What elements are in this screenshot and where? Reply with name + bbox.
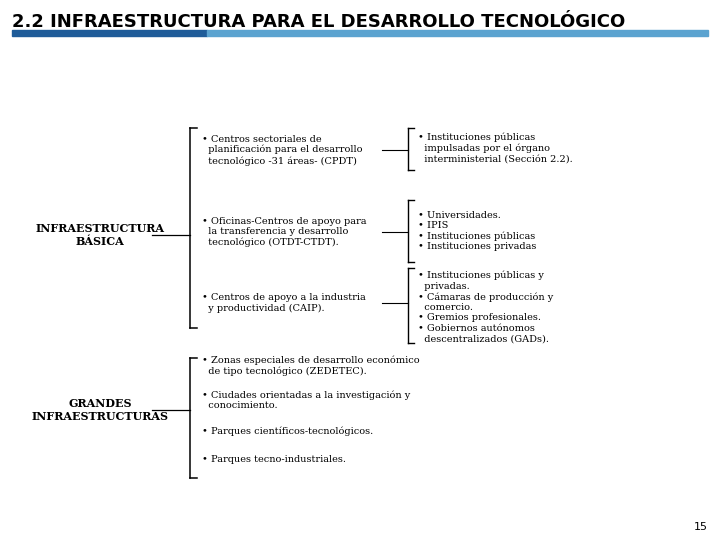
Text: • Instituciones públicas y
  privadas.
• Cámaras de producción y
  comercio.
• G: • Instituciones públicas y privadas. • C… <box>418 271 553 343</box>
Text: • Centros sectoriales de
  planificación para el desarrollo
  tecnológico -31 ár: • Centros sectoriales de planificación p… <box>202 134 362 165</box>
Text: • Zonas especiales de desarrollo económico
  de tipo tecnológico (ZEDETEC).: • Zonas especiales de desarrollo económi… <box>202 356 420 376</box>
Text: • Instituciones públicas
  impulsadas por el órgano
  interministerial (Sección : • Instituciones públicas impulsadas por … <box>418 132 572 164</box>
Text: 2.2 INFRAESTRUCTURA PARA EL DESARROLLO TECNOLÓGICO: 2.2 INFRAESTRUCTURA PARA EL DESARROLLO T… <box>12 13 625 31</box>
Bar <box>12 30 207 36</box>
Text: • Parques tecno-industriales.: • Parques tecno-industriales. <box>202 456 346 464</box>
Text: • Oficinas-Centros de apoyo para
  la transferencia y desarrollo
  tecnológico (: • Oficinas-Centros de apoyo para la tran… <box>202 217 366 247</box>
Text: 15: 15 <box>694 522 708 532</box>
Text: • Parques científicos-tecnológicos.: • Parques científicos-tecnológicos. <box>202 426 373 436</box>
Text: GRANDES
INFRAESTRUCTURAS: GRANDES INFRAESTRUCTURAS <box>32 398 168 422</box>
Text: • Centros de apoyo a la industria
  y productividad (CAIP).: • Centros de apoyo a la industria y prod… <box>202 293 366 313</box>
Text: • Ciudades orientadas a la investigación y
  conocimiento.: • Ciudades orientadas a la investigación… <box>202 390 410 410</box>
Text: INFRAESTRUCTURA
BÁSICA: INFRAESTRUCTURA BÁSICA <box>35 223 164 247</box>
Bar <box>207 30 708 36</box>
Text: • Universidades.
• IPIS
• Instituciones públicas
• Instituciones privadas: • Universidades. • IPIS • Instituciones … <box>418 211 536 252</box>
